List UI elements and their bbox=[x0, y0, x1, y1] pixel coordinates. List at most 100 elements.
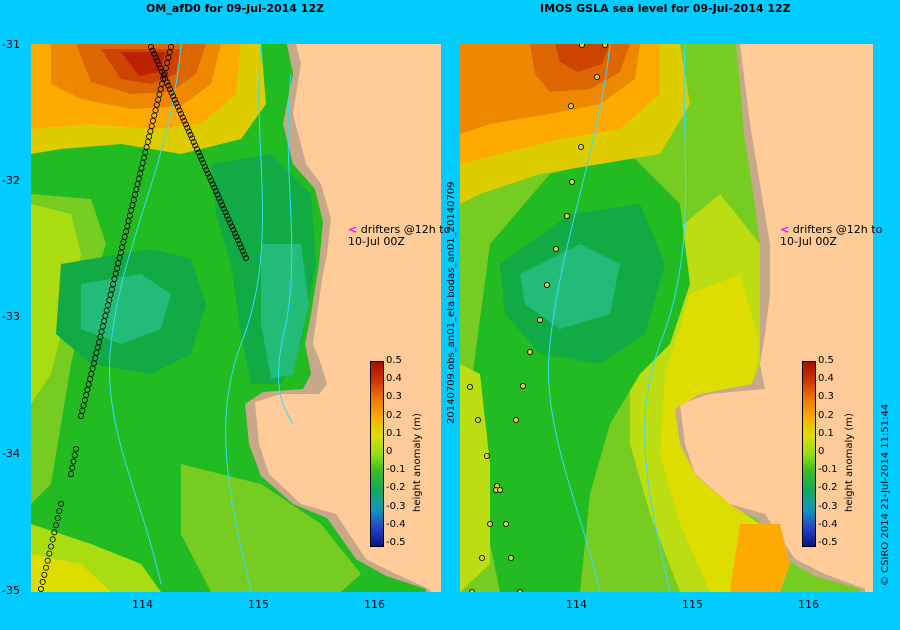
drifter-point bbox=[70, 458, 77, 465]
drifter-point bbox=[152, 54, 159, 61]
drifter-point bbox=[569, 178, 576, 185]
y-tick-label: -35 bbox=[2, 584, 20, 597]
drifter-point bbox=[151, 51, 158, 58]
drifter-point bbox=[184, 124, 191, 131]
drifter-point bbox=[497, 486, 504, 493]
drifter-point bbox=[537, 316, 544, 323]
drifter-point bbox=[233, 233, 240, 240]
drifter-point bbox=[200, 160, 207, 167]
colorbar-tick-label: -0.2 bbox=[386, 482, 406, 494]
colorbar-tick-label: -0.3 bbox=[818, 500, 838, 512]
anomaly-contour bbox=[520, 244, 620, 329]
drifter-point bbox=[154, 58, 161, 65]
drifter-positions bbox=[467, 44, 608, 592]
drifter-point bbox=[49, 536, 56, 543]
drifter-point bbox=[51, 529, 58, 536]
left-colorbar bbox=[370, 361, 384, 547]
drifter-point bbox=[170, 93, 177, 100]
anomaly-contour bbox=[460, 364, 490, 592]
drifter-point bbox=[42, 564, 49, 571]
drifter-point bbox=[602, 44, 608, 48]
drifter-point bbox=[208, 177, 215, 184]
drifter-point bbox=[568, 103, 575, 110]
drifter-point bbox=[190, 138, 197, 145]
drifter-point bbox=[168, 89, 175, 96]
drifter-point bbox=[239, 247, 246, 254]
drifter-point bbox=[39, 578, 46, 585]
colorbar-title: height anomaly (m) bbox=[844, 413, 855, 512]
drifter-note-line2: 10-Jul 00Z bbox=[348, 235, 405, 248]
drifter-point bbox=[73, 445, 80, 452]
drifter-point bbox=[214, 191, 221, 198]
source-file-label: 20140709.obs_an01_eta bodas_an01_2014070… bbox=[446, 181, 457, 424]
colorbar-tick-label: 0.4 bbox=[386, 373, 402, 385]
y-tick-label: -34 bbox=[2, 447, 20, 460]
drifter-point bbox=[228, 223, 235, 230]
drifter-point bbox=[527, 348, 534, 355]
drifter-note-line2: 10-Jul 00Z bbox=[780, 235, 837, 248]
left-map-panel bbox=[31, 44, 441, 592]
drifter-point bbox=[211, 184, 218, 191]
current-line bbox=[547, 44, 611, 592]
current-line bbox=[644, 44, 687, 592]
anomaly-contour bbox=[261, 244, 309, 379]
drifter-point bbox=[508, 554, 515, 561]
colorbar-tick-label: 0.1 bbox=[818, 427, 834, 439]
x-tick-label: 115 bbox=[682, 598, 703, 611]
drifter-point bbox=[219, 202, 226, 209]
drifter-point bbox=[241, 251, 248, 258]
colorbar-tick-label: 0.2 bbox=[818, 409, 834, 421]
copyright-label: © CSIRO 2014 21-Jul-2014 11:51:44 bbox=[880, 403, 891, 586]
drifter-point bbox=[579, 44, 585, 48]
drifter-point bbox=[78, 412, 85, 419]
drifter-point bbox=[517, 589, 523, 592]
drifter-point bbox=[564, 212, 571, 219]
y-tick-label: -31 bbox=[2, 38, 20, 51]
drifter-point bbox=[193, 145, 200, 152]
left-map-plot bbox=[31, 44, 441, 592]
current-line bbox=[108, 44, 182, 585]
current-line bbox=[277, 73, 294, 425]
drifter-point bbox=[198, 156, 205, 163]
drifter-point bbox=[216, 195, 223, 202]
anomaly-contour bbox=[181, 464, 361, 592]
drifter-point bbox=[41, 571, 48, 578]
anomaly-contour bbox=[121, 52, 166, 76]
drifter-point bbox=[467, 383, 473, 390]
drifter-arrow-icon: < bbox=[348, 223, 358, 236]
anomaly-contour bbox=[555, 44, 610, 72]
drifter-point bbox=[238, 244, 245, 251]
drifter-point bbox=[231, 230, 238, 237]
drifter-point bbox=[242, 254, 249, 261]
drifter-point bbox=[69, 464, 76, 471]
right-map-title: IMOS GSLA sea level for 09-Jul-2014 12Z bbox=[540, 2, 791, 15]
drifter-point bbox=[236, 240, 243, 247]
colorbar-tick-label: 0 bbox=[386, 446, 393, 457]
colorbar-tick-label: -0.5 bbox=[818, 537, 838, 548]
x-tick-label: 114 bbox=[566, 598, 587, 611]
drifter-point bbox=[192, 142, 199, 149]
right-map-panel bbox=[460, 44, 873, 592]
drifter-point bbox=[171, 96, 178, 103]
right-colorbar bbox=[802, 361, 816, 547]
drifter-point bbox=[503, 520, 510, 527]
drifter-point bbox=[212, 188, 219, 195]
drifter-point bbox=[474, 416, 481, 423]
colorbar-tick-label: 0.3 bbox=[818, 391, 834, 403]
drifter-point bbox=[578, 144, 585, 151]
drifter-point bbox=[47, 543, 54, 550]
anomaly-contour bbox=[31, 204, 81, 404]
y-tick-label: -33 bbox=[2, 310, 20, 323]
drifter-point bbox=[185, 128, 192, 135]
drifter-arrow-icon: < bbox=[780, 223, 790, 236]
drifter-note-line1: drifters @12h to bbox=[360, 223, 451, 236]
colorbar-tick-label: 0.3 bbox=[386, 391, 402, 403]
drifter-point bbox=[68, 470, 75, 477]
drifter-point bbox=[206, 174, 213, 181]
colorbar-tick-label: 0.4 bbox=[818, 373, 834, 385]
colorbar-tick-label: -0.4 bbox=[386, 518, 406, 530]
colorbar-title: height anomaly (m) bbox=[412, 413, 423, 512]
drifter-point bbox=[187, 131, 194, 138]
drifter-point bbox=[593, 73, 600, 80]
drifter-point bbox=[553, 245, 560, 252]
